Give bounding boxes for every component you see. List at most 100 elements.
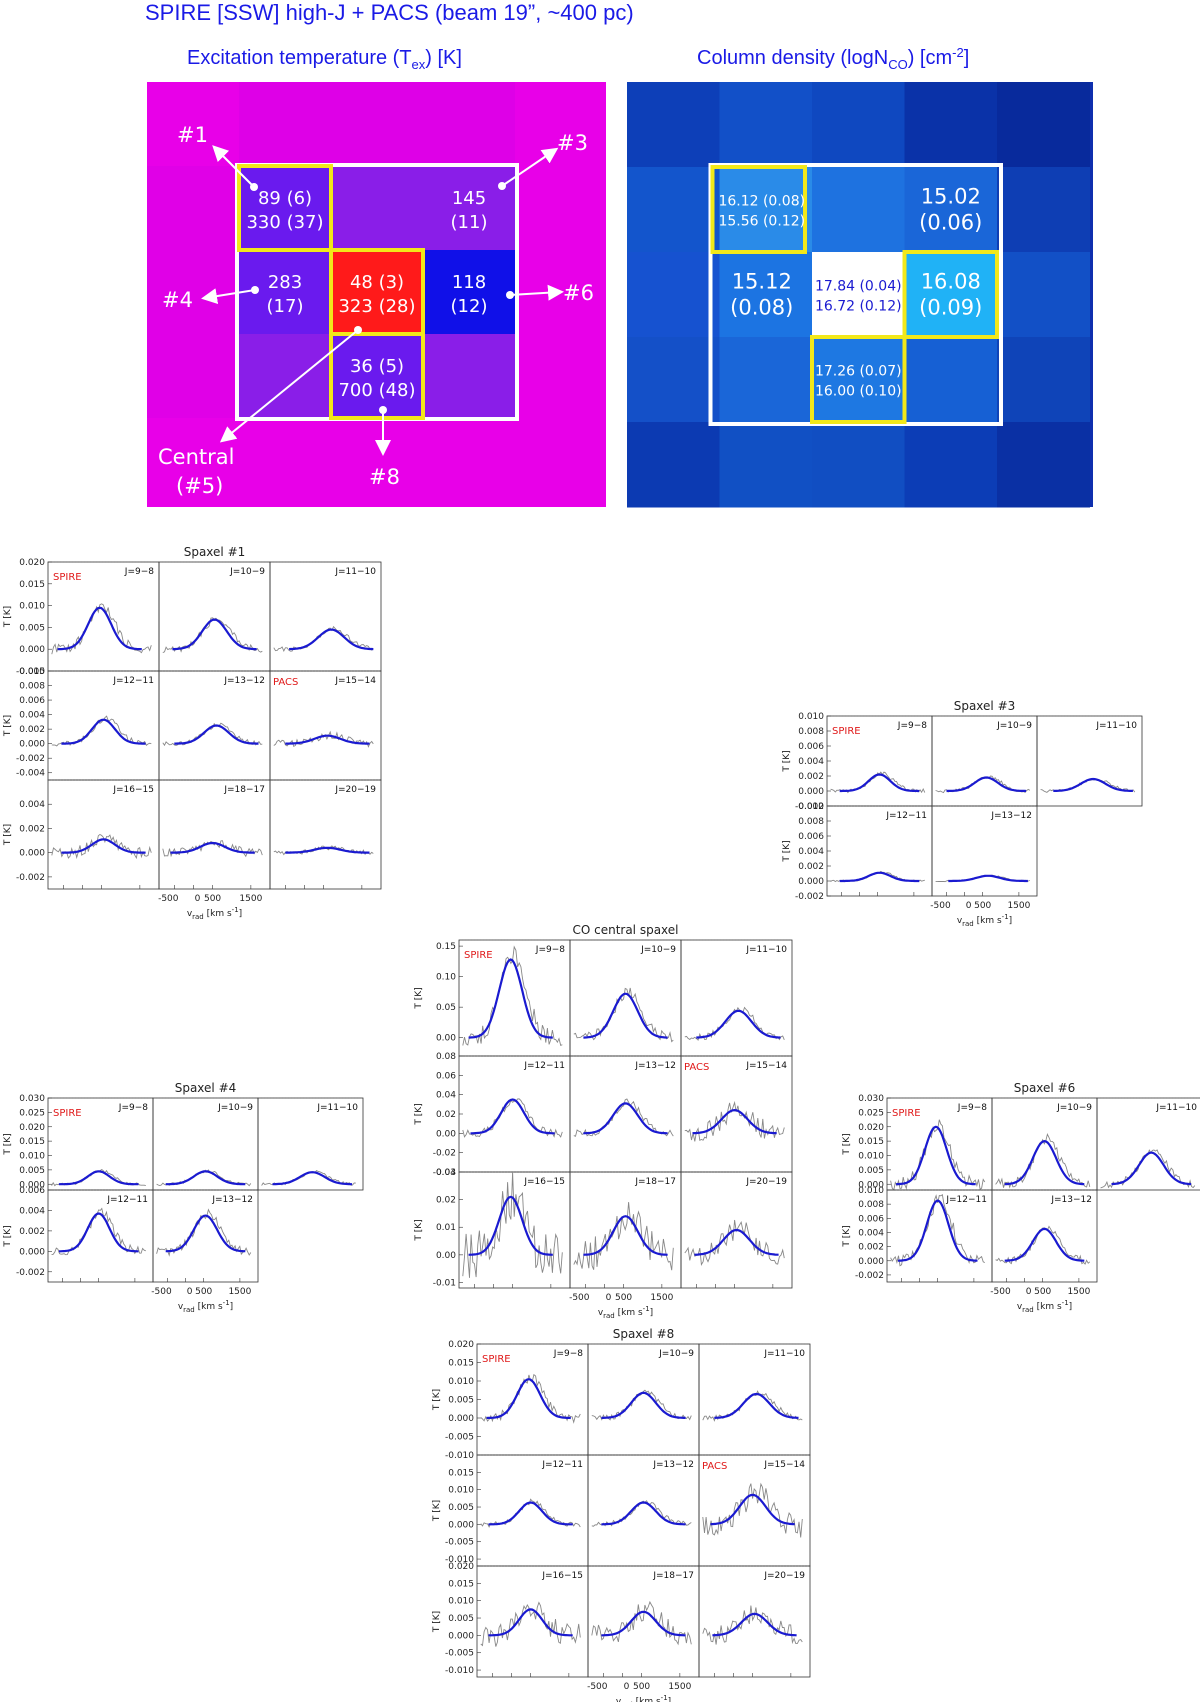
fit-curve	[839, 773, 920, 793]
y-tick-label: 0.006	[19, 1186, 45, 1196]
y-tick-label: 0.005	[448, 1396, 474, 1406]
axis-label-part: rad	[1022, 1306, 1034, 1314]
highlight-box	[710, 165, 807, 254]
arrow-3	[501, 147, 559, 187]
y-tick-label: 0.004	[19, 800, 45, 810]
y-axis-label: T [K]	[432, 1500, 442, 1522]
axis-label-part: -1	[223, 1299, 230, 1307]
axis-label-part: [km s	[204, 909, 232, 919]
y-tick-label: 0.006	[798, 742, 824, 752]
y-tick-label: 0.00	[436, 1034, 456, 1044]
arrow-6	[509, 284, 564, 301]
y-tick-label: 0.000	[858, 1180, 884, 1190]
y-axis-label: T [K]	[842, 1225, 852, 1247]
y-tick-label: 0.015	[448, 1579, 474, 1589]
observed-spectrum	[573, 987, 674, 1043]
tex-value: 323 (28)	[338, 296, 415, 317]
n-map-cell	[627, 82, 720, 168]
tex-value: 89 (6)	[258, 188, 312, 209]
x-tick-label: -500	[158, 894, 179, 904]
fit-curve	[272, 1171, 353, 1186]
y-tick-label: 0.008	[798, 817, 824, 827]
fit-curve	[896, 1125, 976, 1186]
spire-label: SPIRE	[482, 1354, 511, 1365]
spire-label: SPIRE	[464, 950, 493, 961]
n-map-cell	[812, 252, 905, 338]
y-tick-label: 0.008	[858, 1200, 884, 1210]
spire-label: SPIRE	[892, 1108, 921, 1119]
spaxel-label: #6	[563, 281, 594, 305]
axis-label-part: v	[598, 1308, 604, 1318]
axis-label-part: [km s	[615, 1308, 643, 1318]
panel-frame	[158, 779, 271, 890]
n-map-cell	[812, 82, 905, 168]
observed-spectrum	[480, 1373, 581, 1424]
x-tick-label: 1500	[668, 1682, 691, 1692]
n-map-cell	[997, 337, 1090, 423]
n-map-cell	[997, 82, 1090, 168]
fit-curve	[714, 1392, 799, 1419]
observed-spectrum	[702, 1482, 803, 1538]
y-tick-label: 0.010	[448, 1486, 474, 1496]
y-tick-label: 0.010	[858, 1186, 884, 1196]
chart-title: Spaxel #4	[175, 1081, 237, 1095]
tex-value: 145	[452, 188, 486, 209]
panel-frame	[587, 1343, 700, 1456]
x-tick-label: 500	[615, 1293, 632, 1303]
x-tick-label: 1500	[239, 894, 262, 904]
tex-value: (12)	[451, 296, 488, 317]
x-tick-label: 0	[606, 1293, 612, 1303]
transition-label: J=18−17	[652, 1571, 694, 1581]
observed-spectrum	[684, 1100, 785, 1142]
y-tick-label: 0.08	[436, 1052, 456, 1062]
pacs-label: PACS	[273, 677, 298, 688]
y-tick-label: -0.005	[445, 1433, 474, 1443]
spectra-chart: Spaxel #4 0.030 0.025 0.020 0.015 0.010 0.005 0…	[3, 1081, 364, 1314]
title-subscript: CO	[888, 57, 908, 72]
transition-label: J=11−10	[334, 567, 376, 577]
spire-label: SPIRE	[53, 1108, 82, 1119]
y-tick-label: 0.02	[436, 1110, 456, 1120]
spaxel-label: #1	[177, 123, 208, 147]
observed-spectrum	[591, 1500, 692, 1527]
y-tick-label: 0.020	[858, 1123, 884, 1133]
observed-spectrum	[51, 833, 152, 860]
panel-frame	[152, 1189, 259, 1283]
fit-curve	[696, 1009, 781, 1039]
panel-frame	[569, 939, 682, 1057]
panel-frame	[680, 1171, 793, 1289]
transition-label: J=10−9	[217, 1103, 253, 1113]
y-tick-label: 0.000	[19, 1180, 45, 1190]
panel-frame	[269, 779, 382, 890]
spectra-chart: Spaxel #3 0.010 0.008 0.006 0.004 0.002 0.000 -…	[782, 699, 1143, 928]
y-tick-label: -0.01	[433, 1278, 456, 1288]
y-tick-label: 0.000	[798, 787, 824, 797]
observed-spectrum	[890, 1119, 986, 1192]
x-tick-label: 500	[1034, 1287, 1051, 1297]
transition-label: J=12−11	[885, 811, 927, 821]
tex-value: 283	[268, 272, 302, 293]
y-axis-label: T [K]	[432, 1389, 442, 1411]
y-tick-label: 0.05	[436, 1003, 456, 1013]
n-value: (0.09)	[919, 296, 982, 320]
transition-label: J=18−17	[634, 1177, 676, 1187]
y-tick-label: 0.00	[436, 1129, 456, 1139]
transition-label: J=20−19	[334, 785, 376, 795]
panel-frame	[931, 805, 1038, 897]
axis-label-part: rad	[183, 1306, 195, 1314]
transition-label: J=10−9	[1056, 1103, 1092, 1113]
fit-curve	[289, 628, 374, 651]
axis-label-part: -1	[1062, 1299, 1069, 1307]
n-map-title: Column density (logNCO) [cm-2]	[697, 45, 969, 72]
transition-label: J=10−9	[658, 1349, 694, 1359]
spaxel-label: #8	[369, 465, 400, 489]
tex-map-title: Excitation temperature (Tex) [K]	[187, 47, 462, 72]
y-tick-label: 0.002	[798, 862, 824, 872]
panel-frame	[1036, 715, 1143, 807]
tex-value: (11)	[451, 212, 488, 233]
spectra-chart: CO central spaxel 0.15 0.10 0.05 0.00 T [K] J=…	[414, 923, 793, 1320]
axis-label-part: v	[187, 909, 193, 919]
observed-spectrum	[591, 1600, 692, 1646]
transition-label: J=11−10	[763, 1349, 805, 1359]
highlight-box	[329, 332, 425, 420]
